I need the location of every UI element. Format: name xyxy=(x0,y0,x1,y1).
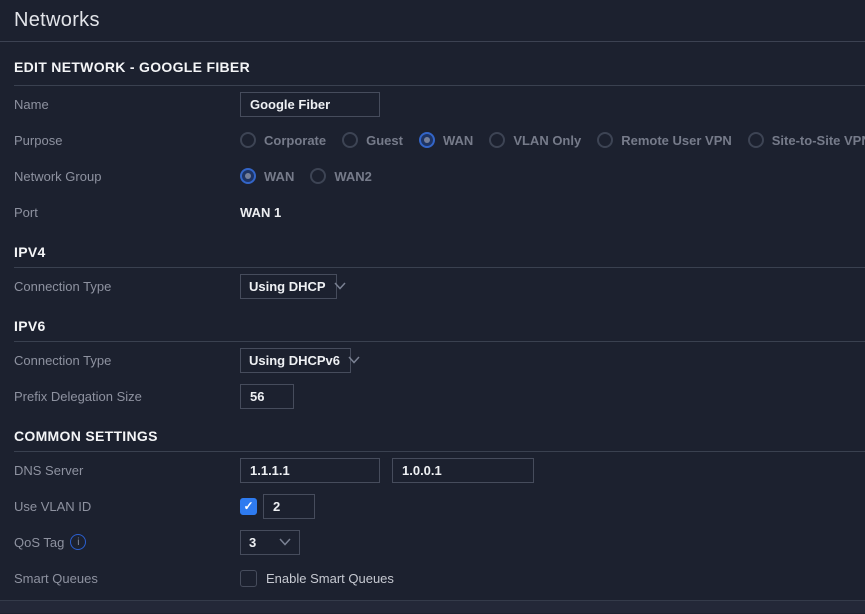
section-title-common-settings: COMMON SETTINGS xyxy=(14,428,865,452)
ipv4-connection-type-select[interactable]: Using DHCP xyxy=(240,273,346,299)
dns-server-primary-input[interactable] xyxy=(240,457,380,483)
field-row-dns-server: DNS Server xyxy=(14,452,851,488)
radio-icon xyxy=(240,132,256,148)
qos-tag-value: 3 xyxy=(249,534,257,550)
field-row-qos-tag: QoS Tag i 3 xyxy=(14,524,851,560)
ipv4-connection-type-label: Connection Type xyxy=(14,278,112,294)
network-group-radio-group: WAN WAN2 xyxy=(240,168,388,184)
use-vlan-id-checkbox[interactable]: ✓ xyxy=(240,497,257,515)
radio-label: Site-to-Site VPN xyxy=(771,132,865,148)
radio-guest[interactable]: Guest xyxy=(342,132,403,148)
radio-label: VLAN Only xyxy=(513,132,582,148)
port-label: Port xyxy=(14,204,38,220)
radio-label: WAN xyxy=(264,168,295,184)
section-title-ipv6: IPV6 xyxy=(14,318,865,342)
radio-wan[interactable]: WAN xyxy=(418,132,474,148)
radio-label: Remote User VPN xyxy=(621,132,732,148)
check-icon: ✓ xyxy=(243,499,254,513)
purpose-label: Purpose xyxy=(14,132,63,148)
field-row-prefix-delegation-size: Prefix Delegation Size xyxy=(14,378,851,414)
radio-corporate[interactable]: Corporate xyxy=(240,132,326,148)
radio-label: Corporate xyxy=(264,132,327,148)
prefix-delegation-size-input[interactable] xyxy=(240,383,294,409)
network-edit-form: EDIT NETWORK - GOOGLE FIBER Name Purpose… xyxy=(0,58,865,596)
info-icon[interactable]: i xyxy=(70,534,87,550)
smart-queues-label: Smart Queues xyxy=(14,570,98,586)
section-title-edit-network: EDIT NETWORK - GOOGLE FIBER xyxy=(14,58,865,86)
dns-server-secondary-input[interactable] xyxy=(392,457,534,483)
smart-queues-checkbox-label: Enable Smart Queues xyxy=(266,570,394,586)
field-row-ipv4-connection-type: Connection Type Using DHCP xyxy=(14,268,851,304)
dns-server-label: DNS Server xyxy=(14,462,84,478)
field-row-use-vlan-id: Use VLAN ID ✓ xyxy=(14,488,851,524)
port-value: WAN 1 xyxy=(240,204,282,220)
name-label: Name xyxy=(14,96,49,112)
radio-icon xyxy=(310,168,327,184)
smart-queues-checkbox[interactable] xyxy=(240,569,257,587)
field-row-ipv6-connection-type: Connection Type Using DHCPv6 xyxy=(14,342,851,378)
radio-selected-icon xyxy=(418,132,435,148)
field-row-smart-queues: Smart Queues Enable Smart Queues xyxy=(14,560,851,596)
chevron-down-icon xyxy=(334,282,346,290)
radio-network-group-wan[interactable]: WAN xyxy=(240,168,294,184)
qos-tag-select[interactable]: 3 xyxy=(240,529,300,555)
page-title: Networks xyxy=(14,9,100,31)
network-group-label: Network Group xyxy=(14,168,102,184)
radio-icon xyxy=(597,132,614,148)
qos-tag-label: QoS Tag xyxy=(14,534,65,550)
radio-selected-icon xyxy=(240,168,256,184)
ipv6-connection-type-select[interactable]: Using DHCPv6 xyxy=(240,347,360,373)
field-row-port: Port WAN 1 xyxy=(14,194,851,230)
radio-icon xyxy=(489,132,506,148)
section-title-ipv4: IPV4 xyxy=(14,244,865,268)
ipv6-connection-type-label: Connection Type xyxy=(14,352,112,368)
radio-site-to-site-vpn[interactable]: Site-to-Site VPN xyxy=(747,132,865,148)
ipv6-connection-type-value: Using DHCPv6 xyxy=(249,352,341,368)
radio-label: Guest xyxy=(366,132,403,148)
vlan-id-input[interactable] xyxy=(263,493,315,519)
footer-strip xyxy=(0,600,865,613)
radio-label: WAN xyxy=(442,132,474,148)
chevron-down-icon xyxy=(348,356,360,364)
name-input[interactable] xyxy=(240,91,380,117)
field-row-name: Name xyxy=(14,86,851,122)
radio-icon xyxy=(747,132,764,148)
chevron-down-icon xyxy=(279,538,291,546)
radio-vlan-only[interactable]: VLAN Only xyxy=(489,132,581,148)
radio-icon xyxy=(342,132,359,148)
field-row-network-group: Network Group WAN WAN2 xyxy=(14,158,851,194)
page-header: Networks xyxy=(0,0,865,42)
prefix-delegation-size-label: Prefix Delegation Size xyxy=(14,388,142,404)
purpose-radio-group: Corporate Guest WAN VLAN Only Remote Use… xyxy=(240,132,865,148)
use-vlan-id-label: Use VLAN ID xyxy=(14,498,92,514)
radio-remote-user-vpn[interactable]: Remote User VPN xyxy=(597,132,732,148)
field-row-purpose: Purpose Corporate Guest WAN VLAN Only Re… xyxy=(14,122,865,158)
radio-network-group-wan2[interactable]: WAN2 xyxy=(310,168,372,184)
ipv4-connection-type-value: Using DHCP xyxy=(249,278,326,294)
radio-label: WAN2 xyxy=(334,168,372,184)
